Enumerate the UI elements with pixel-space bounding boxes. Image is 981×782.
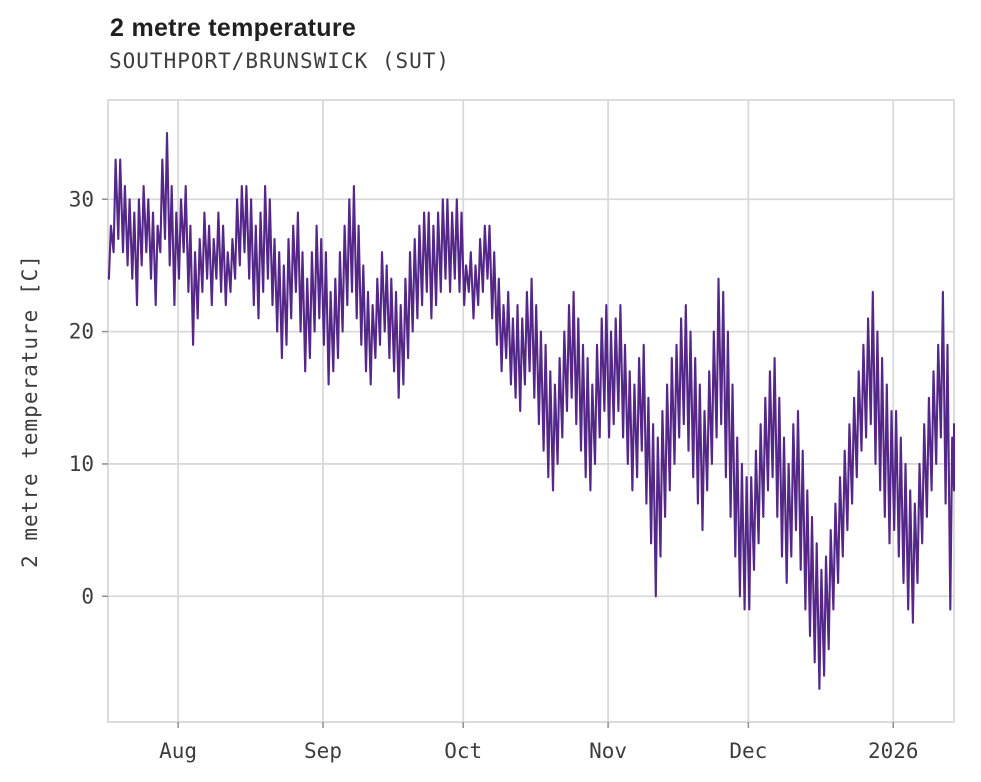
x-tick-label: Oct [444, 739, 482, 763]
x-tick-label: 2026 [868, 739, 919, 763]
temperature-line [107, 132, 956, 690]
y-tick-label: 20 [69, 320, 94, 344]
y-tick-label: 10 [69, 452, 94, 476]
x-tick-label: Sep [304, 739, 342, 763]
plot-border [107, 99, 955, 723]
x-tick-label: Nov [589, 739, 627, 763]
x-tick-label: Aug [159, 739, 197, 763]
chart-title: 2 metre temperature [110, 14, 357, 42]
x-tick-label: Dec [729, 739, 767, 763]
y-tick-label: 30 [69, 187, 94, 211]
y-tick-label: 0 [81, 584, 94, 608]
chart-subtitle: SOUTHPORT/BRUNSWICK (SUT) [109, 49, 451, 73]
